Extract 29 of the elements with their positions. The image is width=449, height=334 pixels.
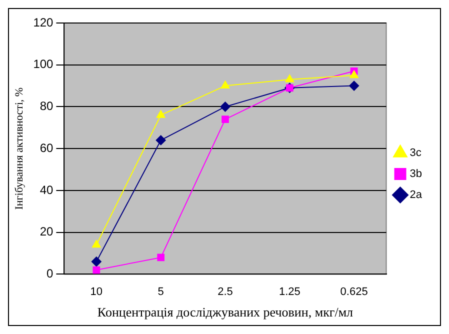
point [220,80,230,89]
legend-label: 3c [410,147,422,160]
legend-label: 3b [410,168,422,180]
x-tick-label: 0.625 [340,286,368,298]
y-tick-label: 120 [33,15,54,30]
y-tick-label: 60 [40,140,54,155]
y-tick-label: 0 [46,266,54,281]
x-tick-label: 1.25 [278,286,300,298]
point [285,74,294,82]
y-tick-label: 20 [40,224,54,239]
point [350,70,358,78]
point [220,102,230,112]
point [92,266,100,274]
point [222,116,229,123]
point [156,135,166,146]
x-axis-title: Концентрація досліджуваних речовин, мкг/мл [97,304,354,320]
y-tick-label: 100 [33,57,54,72]
y-tick-label: 40 [40,182,54,197]
point [349,80,360,91]
point [91,256,102,267]
y-tick-label: 80 [40,99,54,114]
x-tick-label: 5 [158,286,164,298]
point [92,240,101,248]
point [157,254,165,262]
point [156,110,166,118]
x-tick-label: 2.5 [218,286,233,298]
y-axis-title: Інгібування активності, % [13,87,26,210]
x-tick-label: 10 [90,286,103,298]
legend-label: 2a [410,189,423,202]
